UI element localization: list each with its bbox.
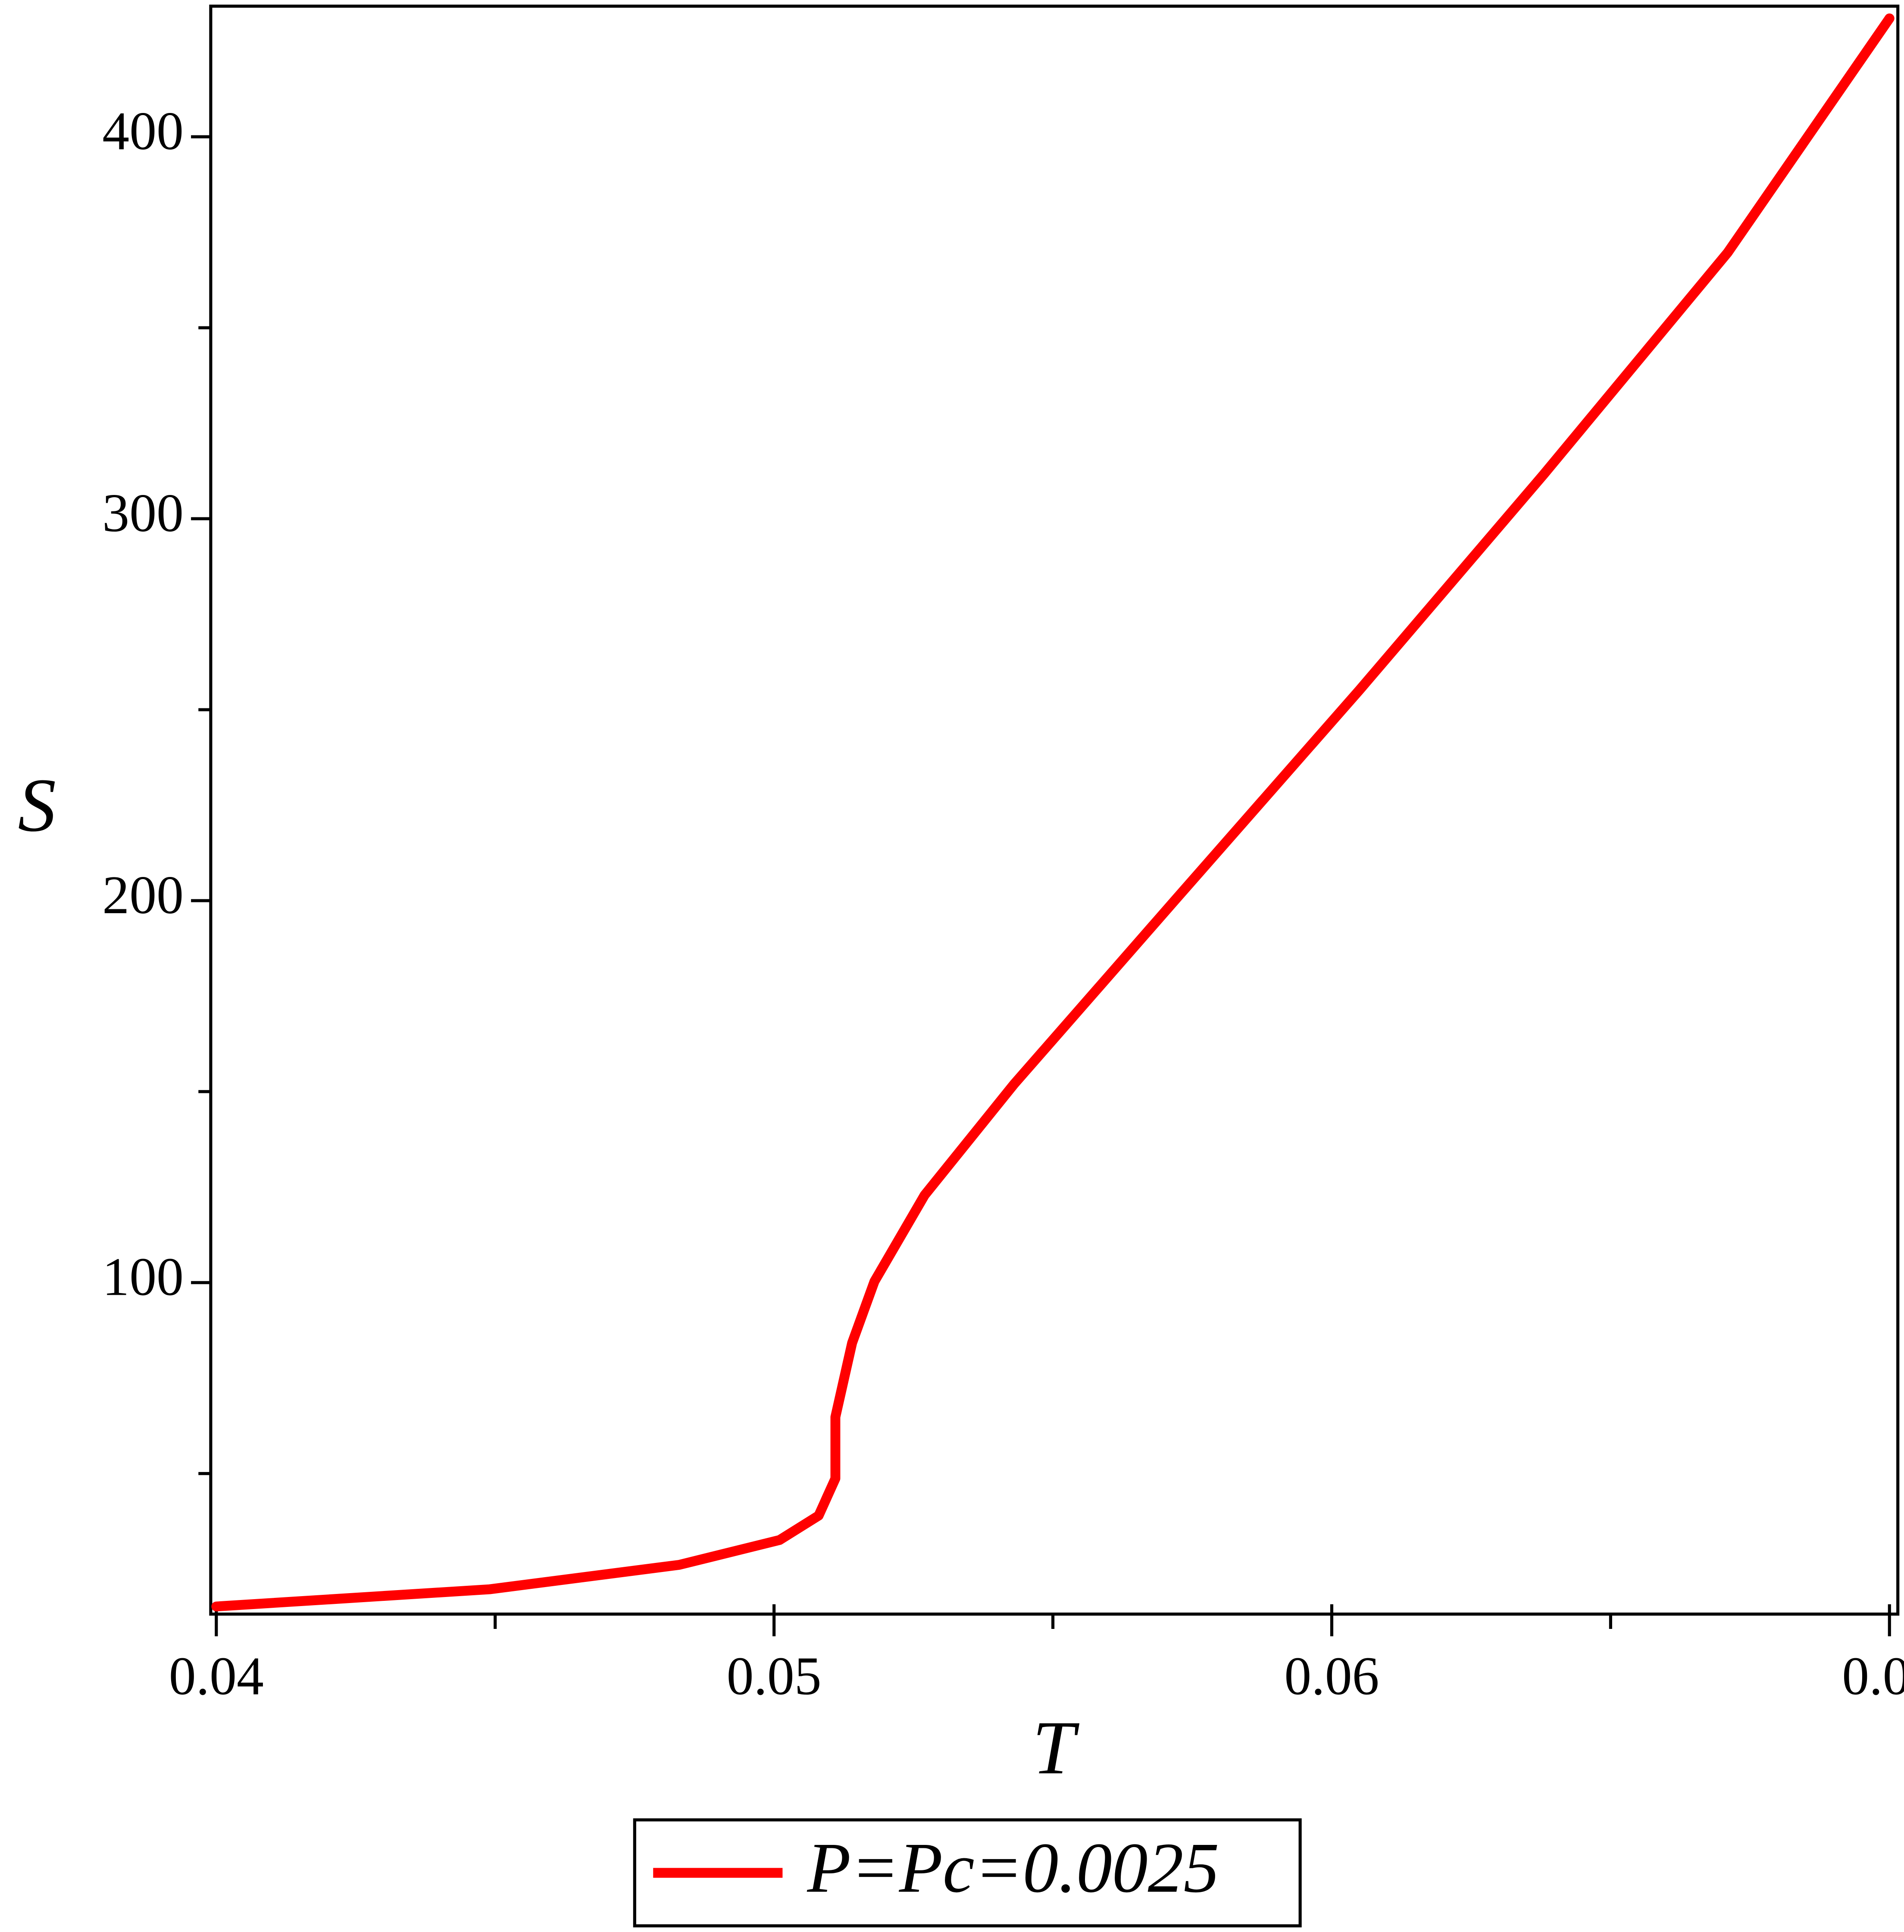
legend-label: P=Pc=0.0025 xyxy=(807,1828,1219,1907)
y-tick-label: 200 xyxy=(102,865,184,925)
y-axis-label: S xyxy=(18,763,56,848)
y-tick-label: 100 xyxy=(102,1247,184,1307)
x-tick-label: 0.05 xyxy=(727,1647,822,1707)
x-tick-label: 0.06 xyxy=(1284,1647,1379,1707)
plot-frame xyxy=(209,4,1900,1616)
x-tick-label: 0.04 xyxy=(169,1647,264,1707)
y-tick-label: 300 xyxy=(102,483,184,543)
line-series xyxy=(211,13,1895,1612)
x-tick-label: 0.07 xyxy=(1842,1647,1904,1707)
y-tick-label: 400 xyxy=(102,101,184,161)
x-axis-label: T xyxy=(1032,1706,1080,1790)
